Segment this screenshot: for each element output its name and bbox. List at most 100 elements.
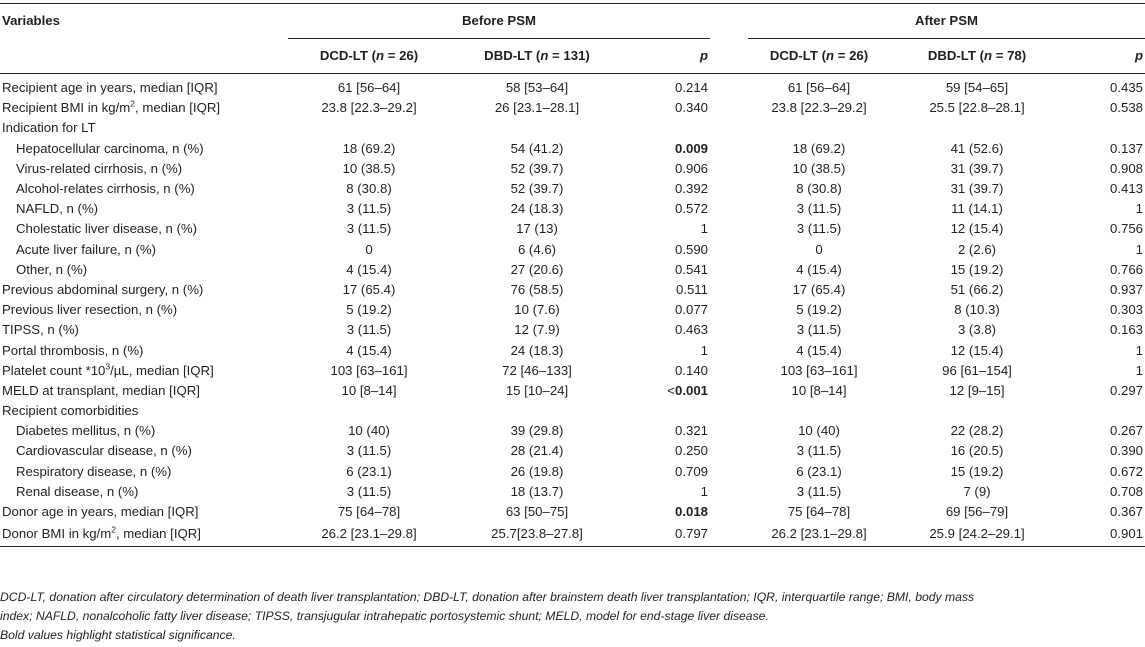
empty-cell — [1064, 401, 1145, 421]
p-value-cell: 0.297 — [1110, 382, 1144, 398]
value-cell: 59 [54–65] — [945, 80, 1009, 96]
row-label: Previous liver resection, n (%) — [2, 302, 178, 318]
value-cell: 103 [63–161] — [330, 362, 408, 378]
header-spacer — [710, 38, 748, 74]
table-row: NAFLD, n (%) 3 (11.5) 24 (18.3) 0.572 3 (11.… — [0, 199, 1145, 219]
p-value-cell: 0.390 — [1110, 443, 1144, 459]
footnote-line: index; NAFLD, nonalcoholic fatty liver d… — [0, 609, 769, 624]
p-value-cell: 1 — [700, 342, 708, 358]
value-cell: 25.7[23.8–27.8] — [450, 522, 624, 548]
footnote-line: DCD-LT, donation after circulatory deter… — [0, 590, 975, 604]
p-value-cell: 0.392 — [674, 181, 708, 197]
p-value-cell: 0.538 — [1110, 100, 1144, 116]
table-row: Recipient age in years, median [IQR] 61 [… — [0, 74, 1145, 99]
table-row: MELD at transplant, median [IQR] 10 [8–14… — [0, 381, 1145, 401]
spacer-cell — [710, 179, 748, 199]
value-cell: 12 (7.9) — [514, 322, 560, 338]
value-cell: 25.9 [24.2–29.1] — [890, 522, 1064, 548]
p-value-cell: 0.541 — [674, 261, 708, 277]
value-cell: 52 (39.7) — [510, 181, 564, 197]
value-cell: 3 (11.5) — [796, 322, 842, 338]
value-cell: 10 (7.6) — [514, 302, 560, 318]
p-value-cell: 0.708 — [1110, 483, 1144, 499]
value-cell: 12 (15.4) — [950, 342, 1004, 358]
p-value-cell: 0.140 — [674, 362, 708, 378]
spacer-cell — [710, 219, 748, 239]
value-cell: 26.2 [23.1–29.8] — [748, 522, 890, 548]
spacer-cell — [710, 421, 748, 441]
p-value-cell: 1 — [1135, 362, 1144, 378]
p-value-cell: 0.709 — [674, 463, 708, 479]
value-cell: 23.8 [22.3–29.2] — [321, 100, 417, 116]
value-cell: 96 [61–154] — [942, 362, 1012, 378]
variables-header: Variables — [0, 3, 288, 39]
value-cell: 17 (65.4) — [342, 281, 396, 297]
header-blank — [0, 38, 288, 74]
spacer-cell — [710, 199, 748, 219]
table-row: Previous abdominal surgery, n (%) 17 (65.… — [0, 280, 1145, 300]
p-value-cell: 0.901 — [1064, 522, 1145, 548]
p-value-cell: 1 — [1135, 241, 1144, 257]
col-header-dbd-before: DBD-LT (n = 131) — [450, 38, 624, 74]
value-cell: 10 (40) — [798, 423, 840, 439]
value-cell: 11 (14.1) — [951, 201, 1003, 217]
spacer-cell — [710, 98, 748, 118]
value-cell: 4 (15.4) — [346, 261, 392, 277]
col-header-p-before: p — [624, 38, 710, 74]
value-cell: 10 [8–14] — [791, 382, 847, 398]
value-cell: 26.2 [23.1–29.8] — [288, 522, 450, 548]
table-row: Donor BMI in kg/m2, median [IQR] 26.2 [23… — [0, 522, 1145, 548]
value-cell: 41 (52.6) — [950, 140, 1004, 156]
p-value-cell: 0.009 — [674, 140, 708, 156]
value-cell: 6 (23.1) — [796, 463, 842, 479]
empty-cell — [450, 401, 624, 421]
p-value-cell: 0.137 — [1110, 140, 1144, 156]
value-cell: 39 (29.8) — [510, 423, 564, 439]
row-label: TIPSS, n (%) — [2, 322, 79, 338]
table-row: Virus-related cirrhosis, n (%) 10 (38.5) 5… — [0, 159, 1145, 179]
spacer-cell — [710, 300, 748, 320]
value-cell: 3 (11.5) — [796, 221, 842, 237]
value-cell: 3 (11.5) — [346, 443, 392, 459]
p-value-cell: 0.937 — [1110, 281, 1144, 297]
value-cell: 31 (39.7) — [950, 181, 1004, 197]
table-row: Respiratory disease, n (%) 6 (23.1) 26 (19… — [0, 462, 1145, 482]
row-label: NAFLD, n (%) — [16, 201, 99, 217]
value-cell: 0 — [815, 241, 823, 257]
spacer-cell — [710, 280, 748, 300]
row-label: Cholestatic liver disease, n (%) — [16, 221, 198, 237]
value-cell: 10 (38.5) — [792, 160, 846, 176]
value-cell: 2 (2.6) — [957, 241, 997, 257]
value-cell: 3 (11.5) — [346, 221, 392, 237]
value-cell: 103 [63–161] — [780, 362, 858, 378]
p-value-cell: 0.906 — [674, 160, 708, 176]
value-cell: 24 (18.3) — [510, 342, 564, 358]
table-footnotes: DCD-LT, donation after circulatory deter… — [0, 588, 1145, 646]
p-value-cell: 0.214 — [674, 80, 708, 96]
value-cell: 75 [64–78] — [337, 504, 401, 520]
empty-cell — [624, 118, 710, 138]
value-cell: 51 (66.2) — [950, 281, 1004, 297]
spacer-cell — [710, 361, 748, 381]
value-cell: 75 [64–78] — [787, 504, 851, 520]
p-value-cell: 0.435 — [1110, 80, 1144, 96]
row-label: MELD at transplant, median [IQR] — [2, 382, 200, 398]
empty-cell — [288, 118, 450, 138]
value-cell: 31 (39.7) — [950, 160, 1004, 176]
table-body: Recipient age in years, median [IQR] 61 [… — [0, 74, 1145, 548]
p-value-cell: 0.077 — [674, 302, 708, 318]
empty-cell — [710, 118, 748, 138]
value-cell: 8 (30.8) — [346, 181, 392, 197]
row-label: Hepatocellular carcinoma, n (%) — [16, 140, 204, 156]
value-cell: 3 (11.5) — [346, 322, 392, 338]
spacer-cell — [710, 74, 748, 99]
value-cell: 10 [8–14] — [341, 382, 397, 398]
value-cell: 15 [10–24] — [505, 382, 569, 398]
value-cell: 18 (69.2) — [342, 140, 396, 156]
value-cell: 69 [56–79] — [945, 504, 1009, 520]
row-label: Diabetes mellitus, n (%) — [16, 423, 156, 439]
p-value-cell: 0.590 — [674, 241, 708, 257]
value-cell: 58 [53–64] — [505, 80, 569, 96]
value-cell: 26 [23.1–28.1] — [494, 100, 580, 116]
value-cell: 23.8 [22.3–29.2] — [771, 100, 867, 116]
